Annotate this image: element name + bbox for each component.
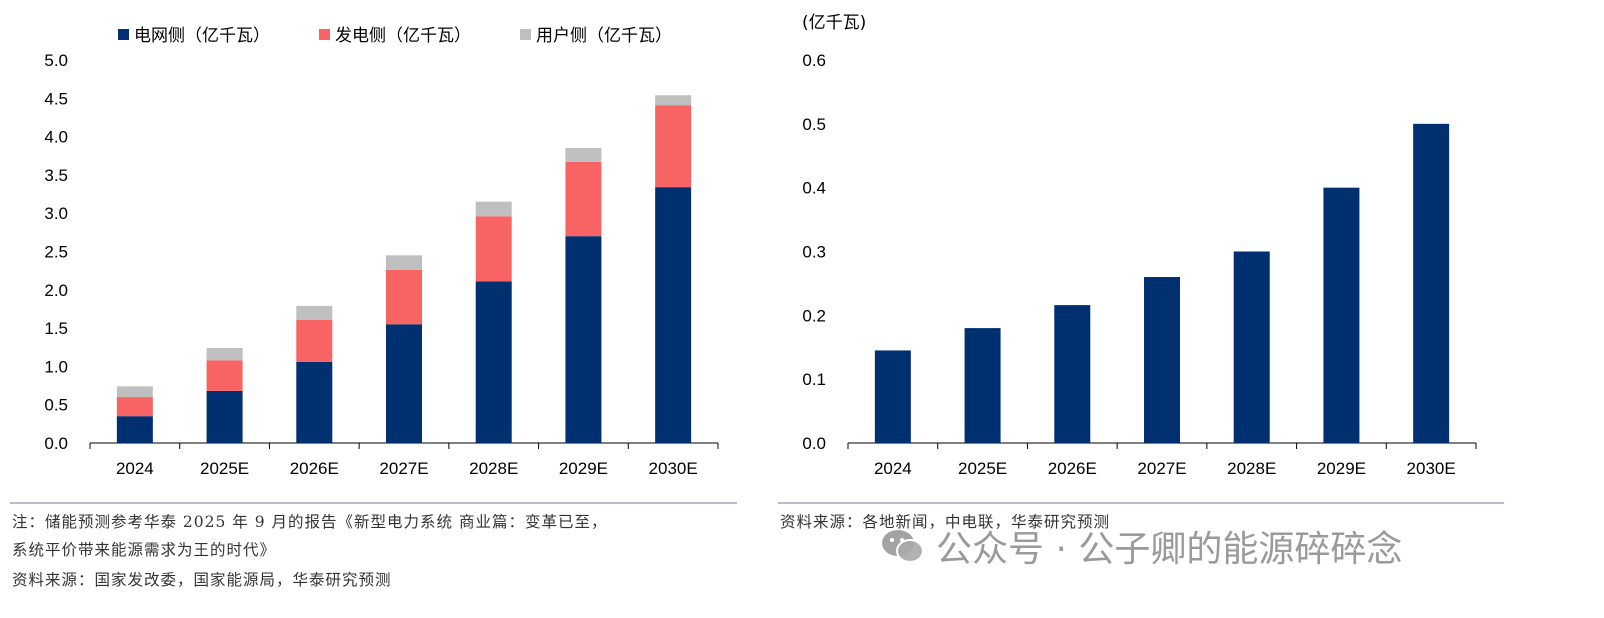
bar-2027E <box>386 255 422 270</box>
bar-2025E <box>206 390 243 443</box>
y-tick-label: 4.0 <box>44 128 68 147</box>
y-tick-label: 0.5 <box>44 396 68 415</box>
bar-2030E <box>655 187 692 443</box>
legend-swatch <box>520 29 531 40</box>
legend-label: 用户侧（亿千瓦） <box>536 26 672 46</box>
legend-label: 发电侧（亿千瓦） <box>335 26 471 46</box>
x-tick-label: 2028E <box>469 459 518 478</box>
bar-2029E <box>565 148 602 162</box>
right-source: 资料来源：各地新闻，中电联，华泰研究预测 <box>780 513 1111 531</box>
y-tick-label: 2.5 <box>44 243 68 262</box>
bar-2027E <box>1144 277 1180 443</box>
x-tick-label: 2029E <box>1317 459 1366 478</box>
bar-2029E <box>565 161 602 237</box>
bar-2026E <box>296 305 333 320</box>
y-tick-label: 0.1 <box>802 370 826 389</box>
y-tick-label: 3.0 <box>44 204 68 223</box>
bar-2029E <box>1323 187 1360 443</box>
x-tick-label: 2026E <box>1048 459 1097 478</box>
y-tick-label: 0.0 <box>44 434 68 453</box>
y-tick-label: 3.5 <box>44 166 68 185</box>
y-tick-label: 1.5 <box>44 319 68 338</box>
x-tick-label: 2025E <box>200 459 249 478</box>
bar-2028E <box>475 201 512 217</box>
y-tick-label: 1.0 <box>44 357 68 376</box>
wechat-icon <box>882 530 924 563</box>
legend-swatch <box>118 29 129 40</box>
left-chart: 0.0 0.5 1.0 1.5 2.0 2.5 3.0 3.5 4.0 4.5 5.0 2024 202… <box>44 26 719 478</box>
legend-swatch <box>319 29 330 40</box>
x-tick-label: 2026E <box>290 459 339 478</box>
bar-2025E <box>206 348 243 361</box>
watermark-text: 公众号 · 公子卿的能源碎碎念 <box>936 529 1403 570</box>
bar-2026E <box>296 361 333 443</box>
x-tick-label: 2024 <box>874 459 912 478</box>
left-note-line1: 注：储能预测参考华泰 2025 年 9 月的报告《新型电力系统 商业篇：变革已至… <box>12 513 608 531</box>
bar-2025E <box>964 328 1001 443</box>
bar-2028E <box>475 281 512 443</box>
bar-2024 <box>874 350 911 443</box>
y-tick-label: 5.0 <box>44 51 68 70</box>
bar-2027E <box>386 324 422 443</box>
bar-2024 <box>116 416 153 443</box>
y-tick-label: 0.3 <box>802 243 826 262</box>
bar-2026E <box>1054 305 1091 443</box>
x-tick-label: 2029E <box>559 459 608 478</box>
right-chart: 0.0 0.1 0.2 0.3 0.4 0.5 0.6 2024 2025E 2026E 2027E… <box>802 13 1477 478</box>
x-tick-label: 2024 <box>116 459 154 478</box>
x-tick-label: 2030E <box>649 459 698 478</box>
y-tick-label: 2.0 <box>44 281 68 300</box>
bar-2026E <box>296 319 333 362</box>
y-axis-unit-label: (亿千瓦) <box>802 13 866 33</box>
y-tick-label: 0.5 <box>802 115 826 134</box>
bar-2024 <box>116 386 153 398</box>
bar-2025E <box>206 360 243 391</box>
bar-2024 <box>116 397 153 417</box>
legend-label: 电网侧（亿千瓦） <box>134 26 270 46</box>
y-tick-label: 0.2 <box>802 306 826 325</box>
x-tick-label: 2030E <box>1407 459 1456 478</box>
bar-2030E <box>1413 123 1450 443</box>
bar-2028E <box>1233 251 1270 443</box>
x-tick-label: 2027E <box>379 459 428 478</box>
y-tick-label: 0.0 <box>802 434 826 453</box>
y-tick-label: 4.5 <box>44 89 68 108</box>
bar-2027E <box>386 269 422 325</box>
bar-2030E <box>655 105 692 188</box>
bar-2030E <box>655 95 692 106</box>
left-note-line2: 系统平价带来能源需求为王的时代》 <box>12 541 277 559</box>
bar-2029E <box>565 236 602 443</box>
y-tick-label: 0.6 <box>802 51 826 70</box>
x-tick-label: 2028E <box>1227 459 1276 478</box>
y-tick-label: 0.4 <box>802 179 826 198</box>
x-tick-label: 2027E <box>1137 459 1186 478</box>
bar-2028E <box>475 216 512 282</box>
left-source: 资料来源：国家发改委，国家能源局，华泰研究预测 <box>12 571 392 589</box>
x-tick-label: 2025E <box>958 459 1007 478</box>
watermark: 公众号 · 公子卿的能源碎碎念 <box>880 520 1402 572</box>
